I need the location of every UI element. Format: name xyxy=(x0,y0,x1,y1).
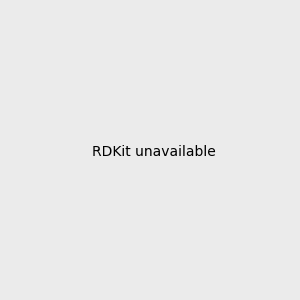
Text: RDKit unavailable: RDKit unavailable xyxy=(92,145,216,158)
